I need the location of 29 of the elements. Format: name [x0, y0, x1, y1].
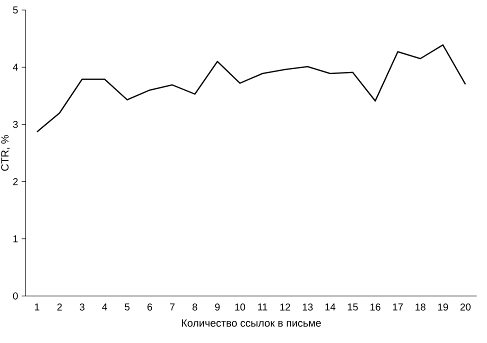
- y-tick-label: 4: [12, 64, 18, 71]
- x-tick-label: 6: [147, 304, 152, 311]
- x-tick-label: 3: [80, 304, 84, 311]
- x-axis-title: Количество ссылок в письме: [182, 319, 321, 327]
- x-tick-label: 19: [438, 304, 448, 311]
- x-tick-label: 2: [57, 304, 62, 310]
- y-tick-label: 0: [13, 292, 18, 300]
- x-tick-label: 15: [348, 304, 358, 310]
- y-tick-label: 3: [13, 120, 18, 128]
- x-tick-label: 10: [235, 304, 246, 311]
- x-tick-label: 18: [416, 304, 426, 311]
- x-tick-label: 9: [215, 304, 220, 311]
- line-series: [36, 44, 466, 132]
- x-tick-label: 7: [170, 304, 175, 310]
- x-tick-label: 8: [192, 304, 198, 311]
- y-tick-label: 2: [13, 178, 18, 186]
- x-tick-label: 4: [102, 304, 108, 310]
- x-tick-label: 12: [280, 304, 290, 310]
- x-tick-label: 1: [34, 304, 40, 310]
- x-tick-label: 5: [124, 304, 130, 310]
- x-tick-label: 16: [370, 304, 380, 311]
- x-tick-label: 20: [460, 304, 471, 311]
- y-tick-label: 1: [13, 235, 18, 242]
- x-tick-label: 13: [302, 304, 313, 311]
- x-tick-label: 14: [325, 304, 336, 310]
- x-tick-label: 17: [393, 304, 403, 310]
- x-tick-label: 11: [258, 304, 268, 310]
- y-tick-label: 5: [13, 6, 18, 14]
- y-axis-title: CTR, %: [1, 135, 10, 171]
